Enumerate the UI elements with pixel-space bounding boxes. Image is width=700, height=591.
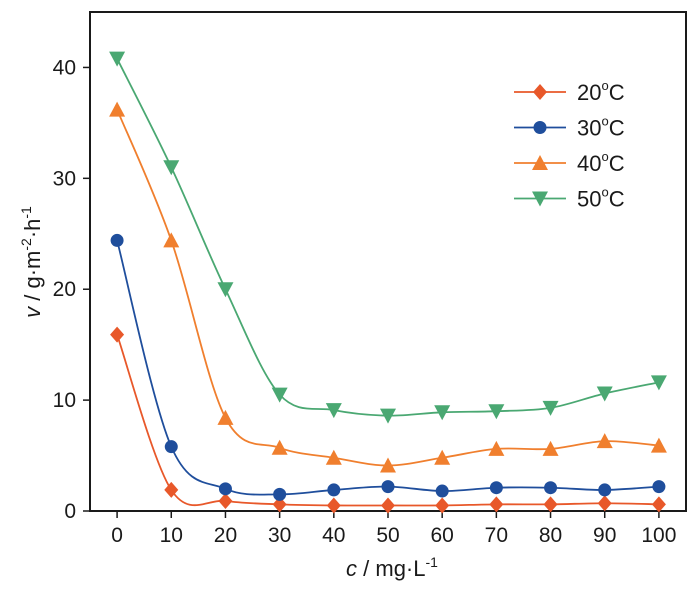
- legend-label-value: 40: [577, 151, 601, 176]
- y-axis-title: v / g·m-2·h-1: [18, 206, 45, 318]
- data-point-40c: [380, 457, 396, 473]
- data-point-30c: [110, 233, 124, 247]
- data-point-30c: [652, 480, 666, 494]
- data-point-40c: [542, 440, 559, 456]
- data-point-50c: [217, 282, 234, 298]
- data-point-30c: [598, 483, 612, 497]
- x-tick-label: 80: [539, 524, 562, 547]
- y-axis-unit-b: ·h: [20, 219, 45, 239]
- data-point-40c: [163, 232, 180, 248]
- x-tick-label: 90: [593, 524, 616, 547]
- x-axis-ticks: 0 10 20 30 40 50 60 70 80 90 100: [111, 511, 676, 547]
- data-point-30c: [218, 482, 232, 496]
- data-point-30c: [435, 484, 449, 498]
- y-axis-unit-a-exponent: -2: [18, 238, 34, 251]
- data-point-20c: [489, 496, 504, 513]
- data-point-50c: [163, 160, 180, 176]
- x-tick-label: 100: [641, 524, 676, 547]
- legend-label-50c: 50oC: [577, 185, 625, 212]
- x-axis-title: c / mg·L-1: [346, 554, 438, 581]
- data-point-40c: [109, 101, 126, 117]
- x-axis-unit: / mg·L: [357, 556, 425, 581]
- data-point-20c: [597, 495, 612, 512]
- x-tick-label: 40: [322, 524, 345, 547]
- legend-label-unit: C: [609, 116, 625, 141]
- x-tick-label: 50: [376, 524, 399, 547]
- data-point-30c: [327, 483, 341, 497]
- x-tick-label: 60: [431, 524, 454, 547]
- data-point-50c: [542, 400, 559, 416]
- legend-marker-20c: [533, 84, 547, 100]
- x-axis-unit-exponent: -1: [426, 554, 439, 570]
- y-tick-label: 40: [53, 56, 76, 79]
- y-tick-label: 30: [53, 167, 76, 190]
- legend-marker-50c: [532, 191, 548, 207]
- data-point-20c: [381, 497, 395, 514]
- data-point-20c: [164, 481, 179, 498]
- data-point-30c: [164, 440, 178, 454]
- data-point-20c: [272, 496, 287, 513]
- data-point-30c: [273, 487, 287, 501]
- data-point-40c: [488, 440, 505, 456]
- y-axis-variable: v: [20, 305, 45, 318]
- y-tick-label: 20: [53, 278, 76, 301]
- data-point-40c: [596, 433, 613, 449]
- legend-label-degree: o: [601, 185, 608, 200]
- series-line-30c: [116, 240, 659, 496]
- legend-label-unit: C: [609, 151, 625, 176]
- legend-marker-30c: [533, 121, 547, 134]
- data-point-50c: [325, 403, 342, 419]
- data-point-50c: [434, 405, 451, 421]
- x-axis-variable: c: [346, 556, 357, 581]
- data-point-50c: [271, 387, 288, 403]
- data-point-50c: [380, 408, 396, 424]
- x-tick-label: 30: [268, 524, 291, 547]
- data-point-50c: [488, 404, 505, 420]
- data-point-50c: [650, 375, 667, 391]
- x-tick-label: 70: [485, 524, 508, 547]
- data-point-20c: [110, 326, 125, 343]
- data-point-20c: [218, 493, 233, 510]
- data-point-20c: [326, 497, 341, 514]
- y-tick-label: 0: [64, 500, 76, 523]
- data-point-40c: [325, 449, 342, 465]
- series-markers: [109, 51, 667, 514]
- legend-label-degree: o: [601, 149, 608, 164]
- x-tick-label: 20: [214, 524, 237, 547]
- data-point-40c: [650, 437, 667, 453]
- legend-label-degree: o: [601, 114, 608, 129]
- data-point-20c: [543, 496, 558, 513]
- legend-label-value: 50: [577, 187, 601, 212]
- legend-label-value: 30: [577, 116, 601, 141]
- y-tick-label: 10: [53, 389, 76, 412]
- data-point-30c: [544, 481, 558, 495]
- legend-label-degree: o: [601, 78, 608, 93]
- legend-label-unit: C: [609, 80, 625, 105]
- data-point-40c: [217, 409, 234, 425]
- series-line-50c: [116, 58, 660, 417]
- data-point-50c: [109, 51, 126, 67]
- y-axis-unit-b-exponent: -1: [18, 206, 34, 219]
- x-tick-label: 0: [111, 524, 123, 547]
- series-line-20c: [116, 334, 659, 507]
- data-point-50c: [596, 386, 613, 402]
- data-point-40c: [271, 439, 288, 455]
- legend-label-40c: 40oC: [577, 149, 625, 176]
- data-point-20c: [651, 496, 666, 513]
- data-point-30c: [489, 481, 503, 495]
- legend-label-value: 20: [577, 80, 601, 105]
- legend-label-30c: 30oC: [577, 114, 625, 141]
- data-point-20c: [435, 497, 450, 514]
- data-point-30c: [381, 480, 395, 494]
- y-axis-ticks: 0 10 20 30 40: [53, 56, 90, 523]
- legend-label-unit: C: [609, 187, 625, 212]
- legend-marker-40c: [532, 155, 548, 170]
- data-point-40c: [434, 449, 451, 465]
- y-axis-unit-a: / g·m: [20, 251, 45, 307]
- legend-label-20c: 20oC: [577, 78, 625, 105]
- x-tick-label: 10: [160, 524, 183, 547]
